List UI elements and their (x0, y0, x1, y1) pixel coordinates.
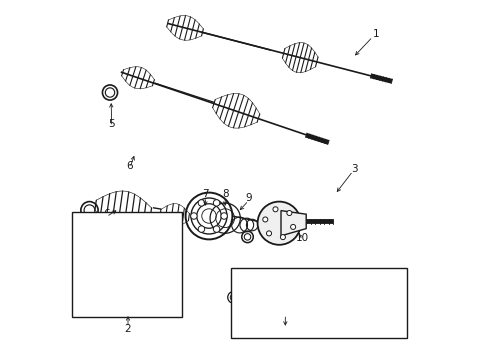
Text: 3: 3 (351, 164, 358, 174)
Circle shape (291, 286, 321, 316)
Circle shape (258, 202, 301, 245)
Circle shape (213, 226, 220, 232)
Bar (72, 212, 182, 317)
Text: 6: 6 (126, 161, 133, 171)
Circle shape (221, 213, 227, 219)
Text: 6: 6 (103, 209, 110, 219)
Circle shape (280, 235, 286, 240)
Circle shape (198, 200, 205, 206)
Circle shape (213, 200, 220, 206)
Circle shape (291, 224, 295, 229)
Circle shape (309, 292, 329, 312)
Circle shape (198, 226, 205, 232)
Polygon shape (281, 211, 306, 236)
Text: 1: 1 (373, 29, 380, 39)
Bar (231, 268, 407, 338)
Circle shape (191, 213, 197, 219)
Text: 8: 8 (222, 189, 228, 199)
Circle shape (301, 289, 326, 314)
Circle shape (273, 207, 278, 212)
Circle shape (263, 217, 268, 222)
Circle shape (287, 211, 292, 216)
Text: 5: 5 (108, 119, 115, 129)
Text: 9: 9 (245, 193, 252, 203)
Text: 10: 10 (296, 233, 309, 243)
Text: 2: 2 (124, 324, 131, 334)
Text: 4: 4 (283, 312, 290, 322)
Circle shape (267, 231, 271, 236)
Text: 7: 7 (202, 189, 209, 199)
